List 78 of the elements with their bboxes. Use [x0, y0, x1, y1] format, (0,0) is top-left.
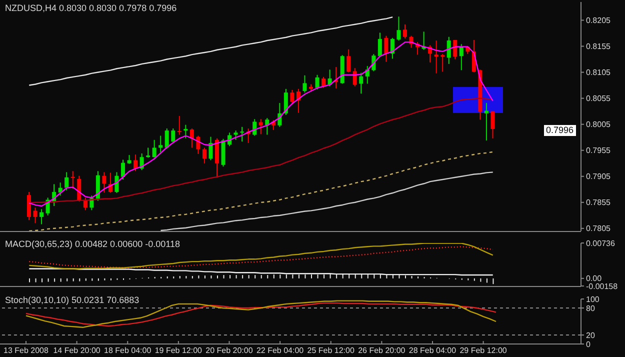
- x-tick-label: 18 Feb 04:00: [104, 346, 152, 355]
- candlestick: [184, 124, 188, 139]
- candlestick: [322, 76, 326, 88]
- x-tick-label: 14 Feb 20:00: [53, 346, 101, 355]
- y-tick-label: 80: [586, 304, 596, 313]
- y-tick-label: 0.7905: [586, 172, 612, 182]
- candlestick: [252, 118, 257, 136]
- text: 0.7996: [544, 125, 576, 136]
- x-tick-label: 22 Feb 04:00: [256, 346, 304, 355]
- candlestick: [403, 24, 407, 39]
- candlestick: [234, 130, 238, 140]
- y-tick-label: 0.00: [586, 274, 602, 284]
- candlestick: [265, 118, 270, 136]
- candlestick: [352, 68, 357, 87]
- candlestick: [359, 72, 364, 94]
- candlestick: [346, 48, 351, 73]
- y-tick-label: 0.7805: [586, 224, 612, 234]
- candlestick: [384, 35, 388, 62]
- x-tick-label: 26 Feb 20:00: [358, 346, 406, 355]
- candlestick: [196, 135, 200, 154]
- candlestick: [114, 172, 119, 194]
- line-series: [28, 151, 494, 231]
- candlestick: [134, 154, 138, 172]
- candlestick: [446, 36, 451, 64]
- candlestick: [490, 110, 495, 139]
- chart-title: Stoch(30,10,10) 50.0231 70.6883: [5, 295, 140, 305]
- line-series: [28, 16, 394, 86]
- x-tick-label: 20 Feb 20:00: [206, 346, 254, 355]
- candlestick: [258, 118, 263, 135]
- candlestick: [33, 207, 38, 224]
- chart-title: MACD(30,65,23) 0.00482 0.00600 -0.00118: [5, 239, 180, 249]
- candlestick: [202, 147, 206, 164]
- candlestick: [434, 40, 438, 74]
- candlestick: [171, 128, 176, 144]
- candlestick: [121, 159, 125, 180]
- line-series: [28, 268, 494, 276]
- candlestick: [64, 172, 69, 191]
- candlestick: [302, 74, 307, 94]
- candlestick: [190, 128, 194, 148]
- candlestick: [290, 89, 294, 106]
- candlestick: [96, 170, 100, 202]
- chart-title: NZDUSD,H4 0.8030 0.8030 0.7978 0.7996: [5, 3, 177, 13]
- candlestick: [40, 208, 44, 225]
- candlestick: [152, 139, 156, 158]
- candlestick: [146, 147, 150, 158]
- candlestick: [440, 54, 445, 72]
- candlestick: [102, 172, 106, 193]
- candlestick: [390, 37, 394, 60]
- candlestick: [164, 128, 169, 150]
- y-tick-label: 100: [586, 294, 600, 304]
- x-tick-label: 13 Feb 2008: [4, 346, 50, 355]
- y-tick-label: 0.7955: [586, 146, 612, 156]
- candlestick: [27, 191, 31, 221]
- candlestick: [459, 44, 464, 71]
- x-tick-label: 19 Feb 12:00: [154, 346, 203, 355]
- candlestick: [177, 115, 182, 136]
- y-tick-label: 0.8005: [586, 120, 612, 130]
- x-tick-label: 25 Feb 12:00: [307, 346, 355, 355]
- y-tick-label: 0.00736: [586, 238, 616, 248]
- candlestick: [158, 135, 163, 154]
- candlestick: [215, 138, 219, 178]
- candlestick: [70, 170, 75, 190]
- y-tick-label: -0.00158: [586, 282, 618, 291]
- candlestick: [208, 136, 213, 161]
- y-tick-label: 0.8105: [586, 68, 612, 78]
- y-tick-label: 0.8155: [586, 42, 612, 52]
- x-tick-label: 29 Feb 12:00: [460, 346, 508, 355]
- line-series: [160, 172, 494, 231]
- candlestick: [484, 102, 488, 141]
- y-tick-label: 0: [586, 340, 591, 349]
- x-tick-label: 28 Feb 04:00: [408, 346, 457, 355]
- y-tick-label: 0.8205: [586, 16, 612, 26]
- candlestick: [240, 126, 244, 142]
- y-tick-label: 0.8055: [586, 94, 612, 104]
- y-tick-label: 0.7855: [586, 198, 612, 208]
- candlestick: [315, 74, 320, 90]
- candlestick: [396, 16, 401, 42]
- y-tick-label: 20: [586, 330, 596, 340]
